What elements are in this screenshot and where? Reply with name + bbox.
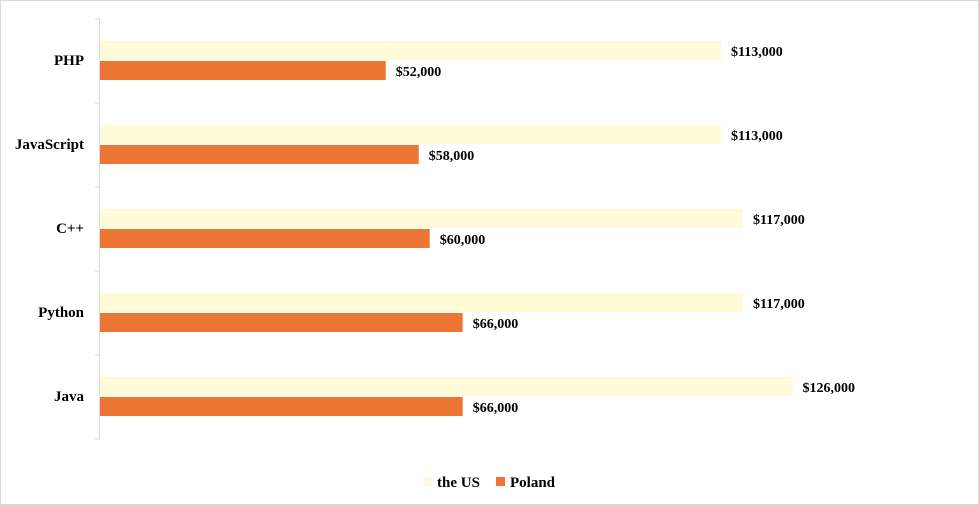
data-label: $66,000: [473, 401, 519, 416]
bar-the-us-c: [100, 209, 743, 228]
category-label-c: C++: [56, 221, 84, 237]
bar-poland-php: [100, 61, 386, 80]
data-label: $52,000: [396, 65, 442, 80]
data-label: $117,000: [753, 297, 805, 312]
bar-poland-python: [100, 313, 463, 332]
category-label-python: Python: [38, 305, 85, 321]
category-label-java: Java: [54, 389, 85, 405]
legend-swatch-the-us: [423, 477, 432, 486]
category-label-php: PHP: [54, 53, 84, 69]
bar-the-us-python: [100, 293, 743, 312]
data-label: $58,000: [429, 149, 475, 164]
bar-the-us-java: [100, 377, 793, 396]
data-label: $126,000: [802, 381, 855, 396]
data-label: $117,000: [753, 213, 805, 228]
bar-the-us-javascript: [100, 125, 721, 144]
bar-poland-java: [100, 397, 463, 416]
bar-poland-c: [100, 229, 430, 248]
category-label-javascript: JavaScript: [15, 137, 84, 153]
data-label: $113,000: [731, 45, 783, 60]
bar-poland-javascript: [100, 145, 419, 164]
legend-label-poland: Poland: [510, 475, 556, 491]
legend-swatch-poland: [496, 477, 505, 486]
bar-the-us-php: [100, 41, 721, 60]
legend-label-the-us: the US: [437, 475, 480, 491]
data-label: $60,000: [440, 233, 486, 248]
data-label: $66,000: [473, 317, 519, 332]
data-label: $113,000: [731, 129, 783, 144]
